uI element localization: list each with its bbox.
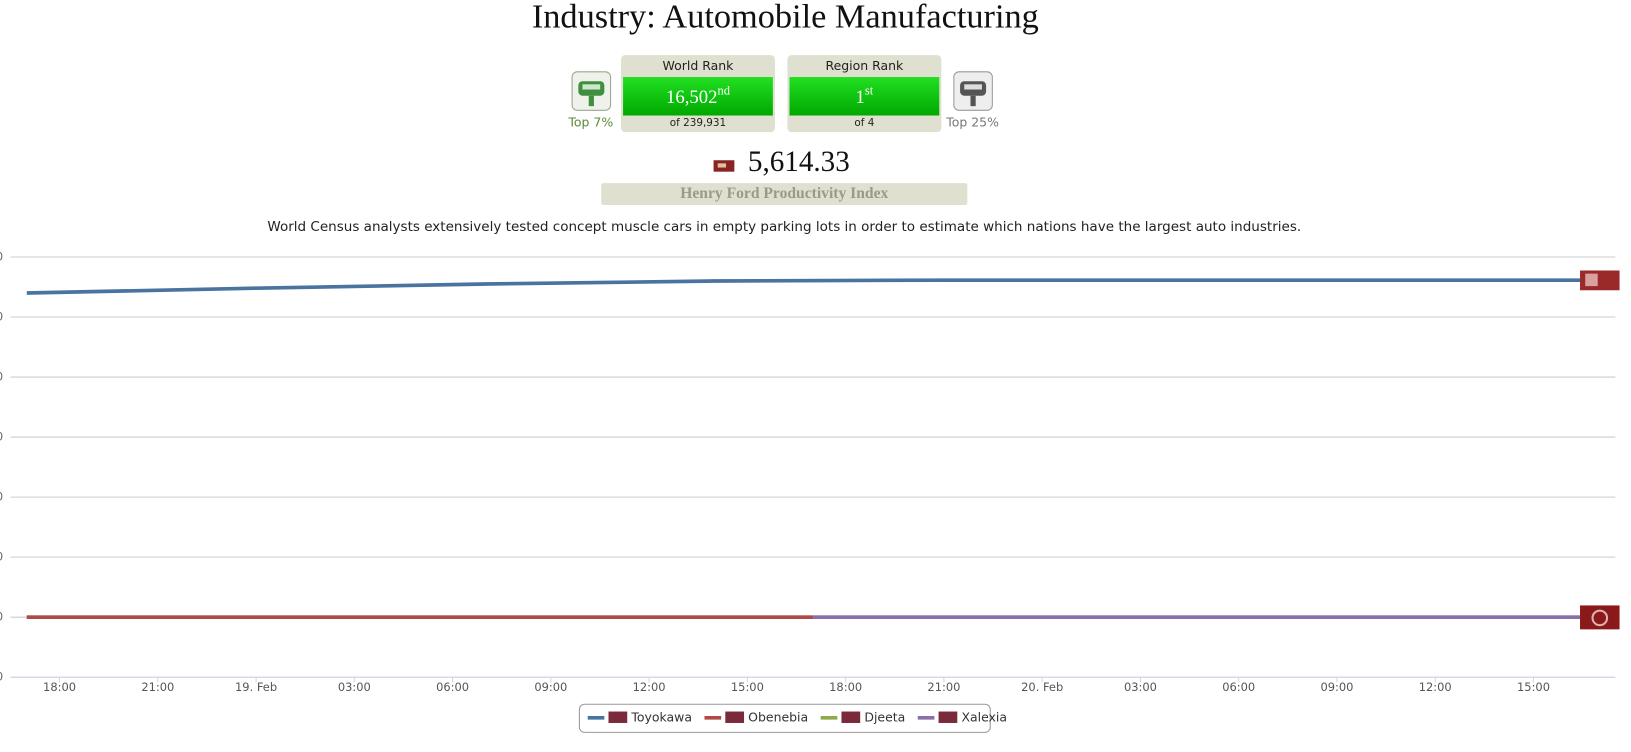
legend-flag xyxy=(608,711,628,723)
x-tick-label: 15:00 xyxy=(731,680,764,694)
x-tick-label: 03:00 xyxy=(1124,680,1157,694)
world-rank-total: of 239,931 xyxy=(670,117,726,129)
legend-flag xyxy=(938,711,958,723)
y-tick-label: 1000 xyxy=(0,550,3,564)
x-tick-label: 06:00 xyxy=(1222,680,1255,694)
nation-flag xyxy=(713,160,735,172)
x-tick-label: 06:00 xyxy=(436,680,469,694)
chart: -1000 0 1000 2000 3000 4000 5000 6000 18:00 21:00… xyxy=(0,249,1616,694)
x-tick-label: 15:00 xyxy=(1517,680,1550,694)
car-icon-top-world xyxy=(571,71,612,111)
x-tick-label: 12:00 xyxy=(1419,680,1452,694)
world-rank-label: World Rank xyxy=(663,58,735,73)
legend-flag xyxy=(841,711,861,723)
x-tick-label: 19. Feb xyxy=(235,680,277,694)
index-name: Henry Ford Productivity Index xyxy=(680,185,888,202)
x-tick-label: 21:00 xyxy=(927,680,960,694)
y-tick-label: -1000 xyxy=(0,670,3,684)
y-tick-label: 2000 xyxy=(0,490,3,504)
y-tick-label: 0 xyxy=(0,610,3,624)
series-line xyxy=(26,278,1600,295)
x-tick-label: 18:00 xyxy=(829,680,862,694)
y-tick-label: 6000 xyxy=(0,249,3,263)
x-tick-label: 20. Feb xyxy=(1021,680,1063,694)
y-tick-label: 4000 xyxy=(0,370,3,384)
score: 5,614.33 xyxy=(748,146,850,178)
car-icon-top-region xyxy=(953,71,993,111)
region-rank-label: Region Rank xyxy=(825,58,904,73)
legend-label: Xalexia xyxy=(961,709,1007,724)
region-rank-suffix: st xyxy=(865,83,874,97)
toyokawa-end-flag xyxy=(1580,270,1620,291)
world-rank-box xyxy=(620,55,775,133)
legend-label: Djeeta xyxy=(864,709,905,724)
x-tick-label: 09:00 xyxy=(534,680,567,694)
x-tick-label: 09:00 xyxy=(1320,680,1353,694)
legend-label: Obenebia xyxy=(748,709,808,724)
description: World Census analysts extensively tested… xyxy=(267,219,1301,235)
x-tick-label: 21:00 xyxy=(141,680,174,694)
y-tick-label: 5000 xyxy=(0,310,3,324)
region-rank-value: 1st xyxy=(856,83,874,108)
legend-flag xyxy=(725,711,745,723)
world-rank-number: 16,502 xyxy=(666,87,717,108)
region-top-percent: Top 25% xyxy=(945,114,999,129)
x-tick-label: 12:00 xyxy=(633,680,666,694)
world-top-percent: Top 7% xyxy=(567,114,613,129)
region-rank-box xyxy=(787,55,942,133)
y-tick-label: 3000 xyxy=(0,430,3,444)
legend-box xyxy=(578,703,991,733)
index-name-box xyxy=(601,183,968,205)
xalexia-end-flag xyxy=(1580,605,1620,630)
x-tick-label: 03:00 xyxy=(338,680,371,694)
legend-label: Toyokawa xyxy=(630,709,692,724)
page-title: Industry: Automobile Manufacturing xyxy=(532,0,1039,36)
world-rank-suffix: nd xyxy=(717,83,730,97)
region-rank-total: of 4 xyxy=(854,117,874,129)
legend: Toyokawa Obenebia Djeeta Xalexia xyxy=(587,709,1007,724)
x-tick-label: 18:00 xyxy=(43,680,76,694)
world-rank-value: 16,502nd xyxy=(666,83,731,108)
region-rank-number: 1 xyxy=(856,87,865,108)
